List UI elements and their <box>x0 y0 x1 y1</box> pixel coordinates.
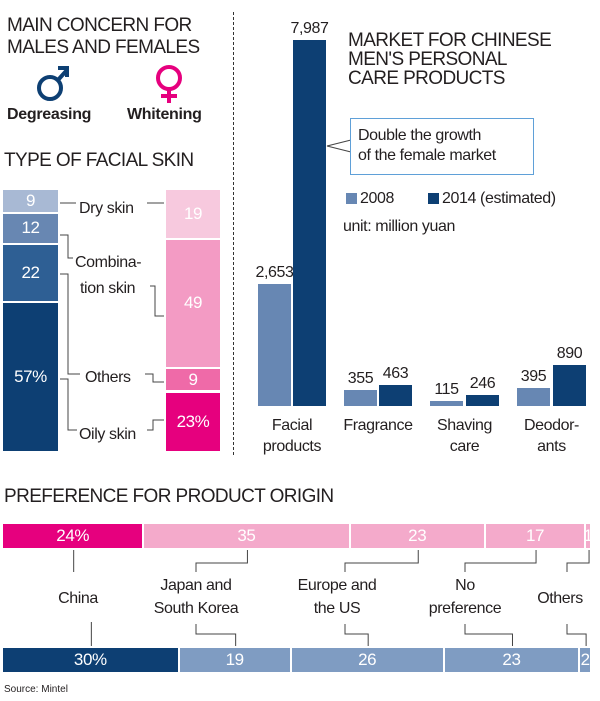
connector-line <box>150 285 164 317</box>
bar-value-label: 7,987 <box>290 20 329 37</box>
connector-line <box>60 234 73 259</box>
category-label: Fragrance <box>343 417 413 434</box>
legend-swatch-2008 <box>346 193 357 205</box>
bar-value-label: 246 <box>469 374 496 392</box>
category-label: Facial <box>271 417 313 434</box>
female-symbol-icon <box>156 65 182 103</box>
bar-value-label: 395 <box>520 367 547 385</box>
category-label: ants <box>537 438 566 455</box>
category-label: care <box>449 438 480 455</box>
bar-value-label: 115 <box>434 380 459 398</box>
bar-2014 (estimated) <box>379 384 412 406</box>
connector-line <box>60 378 77 431</box>
bar-2008 <box>430 400 463 406</box>
connector-line <box>464 624 513 646</box>
female-origin-segment: 35 <box>144 524 349 548</box>
bar-2014 (estimated) <box>553 365 586 406</box>
origin-category-label: Others <box>537 590 583 607</box>
female-skin-segment: 19 <box>166 190 220 238</box>
legend-label-2014: 2014 (estimated) <box>442 190 556 207</box>
connector-line <box>344 550 419 572</box>
female-skin-segment: 49 <box>166 239 220 367</box>
unit-label: unit: million yuan <box>343 218 455 235</box>
bar-2008 <box>258 284 291 406</box>
origin-category-label: No <box>455 577 475 594</box>
female-skin-segment: 23% <box>166 392 220 451</box>
female-concern-label: Whitening <box>127 106 202 123</box>
annotation-line-1: Double the growth <box>358 127 482 144</box>
concern-title-2: MALES AND FEMALES <box>7 37 200 58</box>
connector-line <box>464 550 537 572</box>
bar-2008 <box>344 389 377 406</box>
origin-title: PREFERENCE FOR PRODUCT ORIGIN <box>4 486 334 507</box>
connector-line <box>145 373 164 383</box>
origin-category-label: China <box>58 590 98 607</box>
bar-value-label: 2,653 <box>255 264 294 282</box>
category-label: products <box>262 438 322 455</box>
label-combination-1: Combina- <box>75 254 142 271</box>
male-origin-segment: 30% <box>3 648 178 672</box>
annotation-box: Double the growth of the female market <box>350 118 534 175</box>
connector-line <box>60 273 80 375</box>
female-origin-segment: 17 <box>485 524 585 548</box>
connector-line <box>566 550 590 572</box>
legend-2014: 2014 (estimated) <box>428 188 556 209</box>
male-skin-segment: 9 <box>3 190 58 212</box>
male-skin-segment: 12 <box>3 213 58 244</box>
legend-2008: 2008 <box>346 188 394 209</box>
female-origin-segment: 1 <box>584 524 593 548</box>
male-origin-segment: 19 <box>179 648 290 672</box>
connector-line <box>147 419 164 431</box>
origin-category-label: South Korea <box>153 600 239 617</box>
male-origin-segment: 26 <box>291 648 443 672</box>
market-title-1: MARKET FOR CHINESE <box>348 30 552 51</box>
bar-2014 (estimated) <box>293 40 326 406</box>
male-skin-segment: 22 <box>3 245 58 302</box>
category-label: Deodor- <box>523 417 579 434</box>
annotation-line-2: of the female market <box>358 147 496 164</box>
male-skin-segment: 57% <box>3 303 58 451</box>
male-origin-segment: 2 <box>580 648 590 672</box>
market-title-2: MEN'S PERSONAL <box>348 49 507 70</box>
label-dry-skin: Dry skin <box>79 200 134 217</box>
legend-swatch-2014 <box>428 193 439 205</box>
connector-line <box>344 624 369 646</box>
connector-line <box>566 624 587 646</box>
origin-category-label: Japan and <box>160 577 232 594</box>
origin-category-label: Europe and <box>297 577 377 594</box>
female-skin-segment: 9 <box>166 368 220 391</box>
market-title-3: CARE PRODUCTS <box>348 68 505 89</box>
male-concern-label: Degreasing <box>7 106 92 123</box>
bar-2008 <box>517 387 550 406</box>
bar-value-label: 463 <box>382 364 409 382</box>
bar-2014 (estimated) <box>466 394 499 406</box>
connector-line <box>195 550 248 572</box>
label-combination-2: tion skin <box>80 280 136 297</box>
origin-category-label: preference <box>428 600 502 617</box>
skin-title: TYPE OF FACIAL SKIN <box>4 150 194 171</box>
connector-line <box>326 139 352 153</box>
legend-label-2008: 2008 <box>360 190 394 207</box>
female-origin-segment: 23 <box>350 524 484 548</box>
origin-category-label: the US <box>313 600 361 617</box>
label-others: Others <box>85 369 131 386</box>
divider <box>233 12 234 455</box>
bar-value-label: 890 <box>556 345 583 363</box>
connector-line <box>195 624 237 646</box>
concern-title-1: MAIN CONCERN FOR <box>7 15 192 36</box>
male-origin-segment: 23 <box>444 648 579 672</box>
male-symbol-icon <box>37 66 69 101</box>
category-label: Shaving <box>436 417 493 434</box>
bar-value-label: 355 <box>347 369 374 387</box>
label-oily-skin: Oily skin <box>79 426 136 443</box>
source-note: Source: Mintel <box>4 684 68 695</box>
female-origin-segment: 24% <box>3 524 143 548</box>
